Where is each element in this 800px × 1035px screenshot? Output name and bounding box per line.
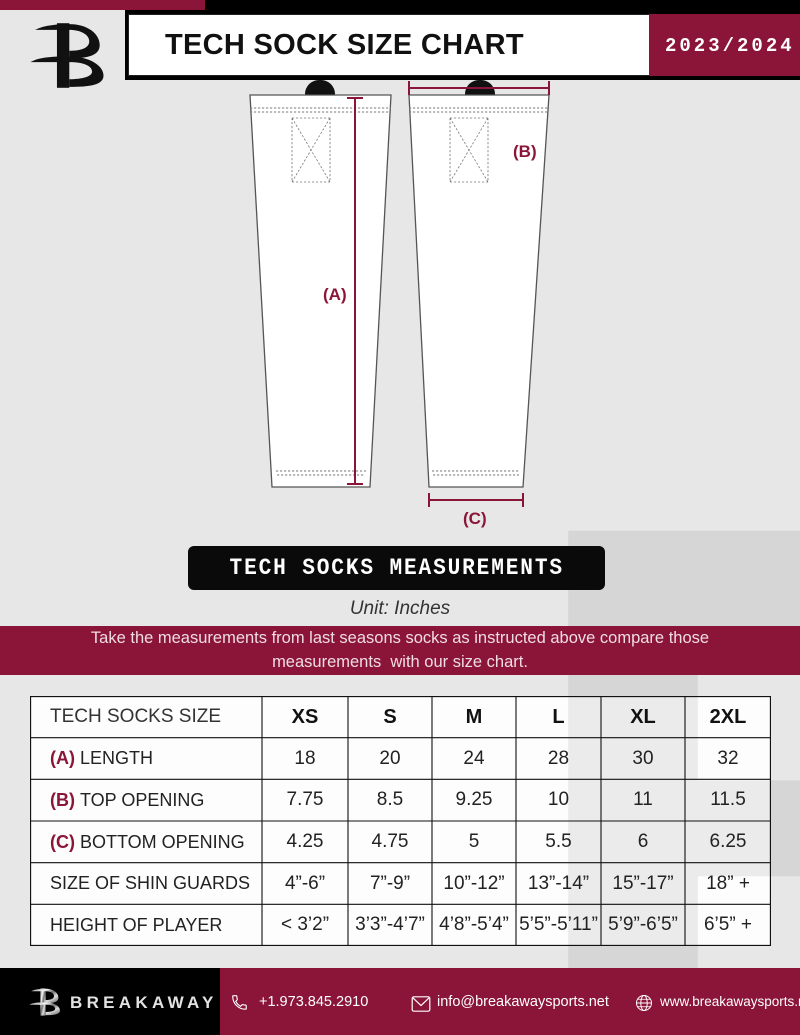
svg-text:(B): (B): [513, 142, 537, 161]
svg-text:(A): (A): [323, 285, 347, 304]
svg-text:(C): (C): [463, 509, 487, 528]
